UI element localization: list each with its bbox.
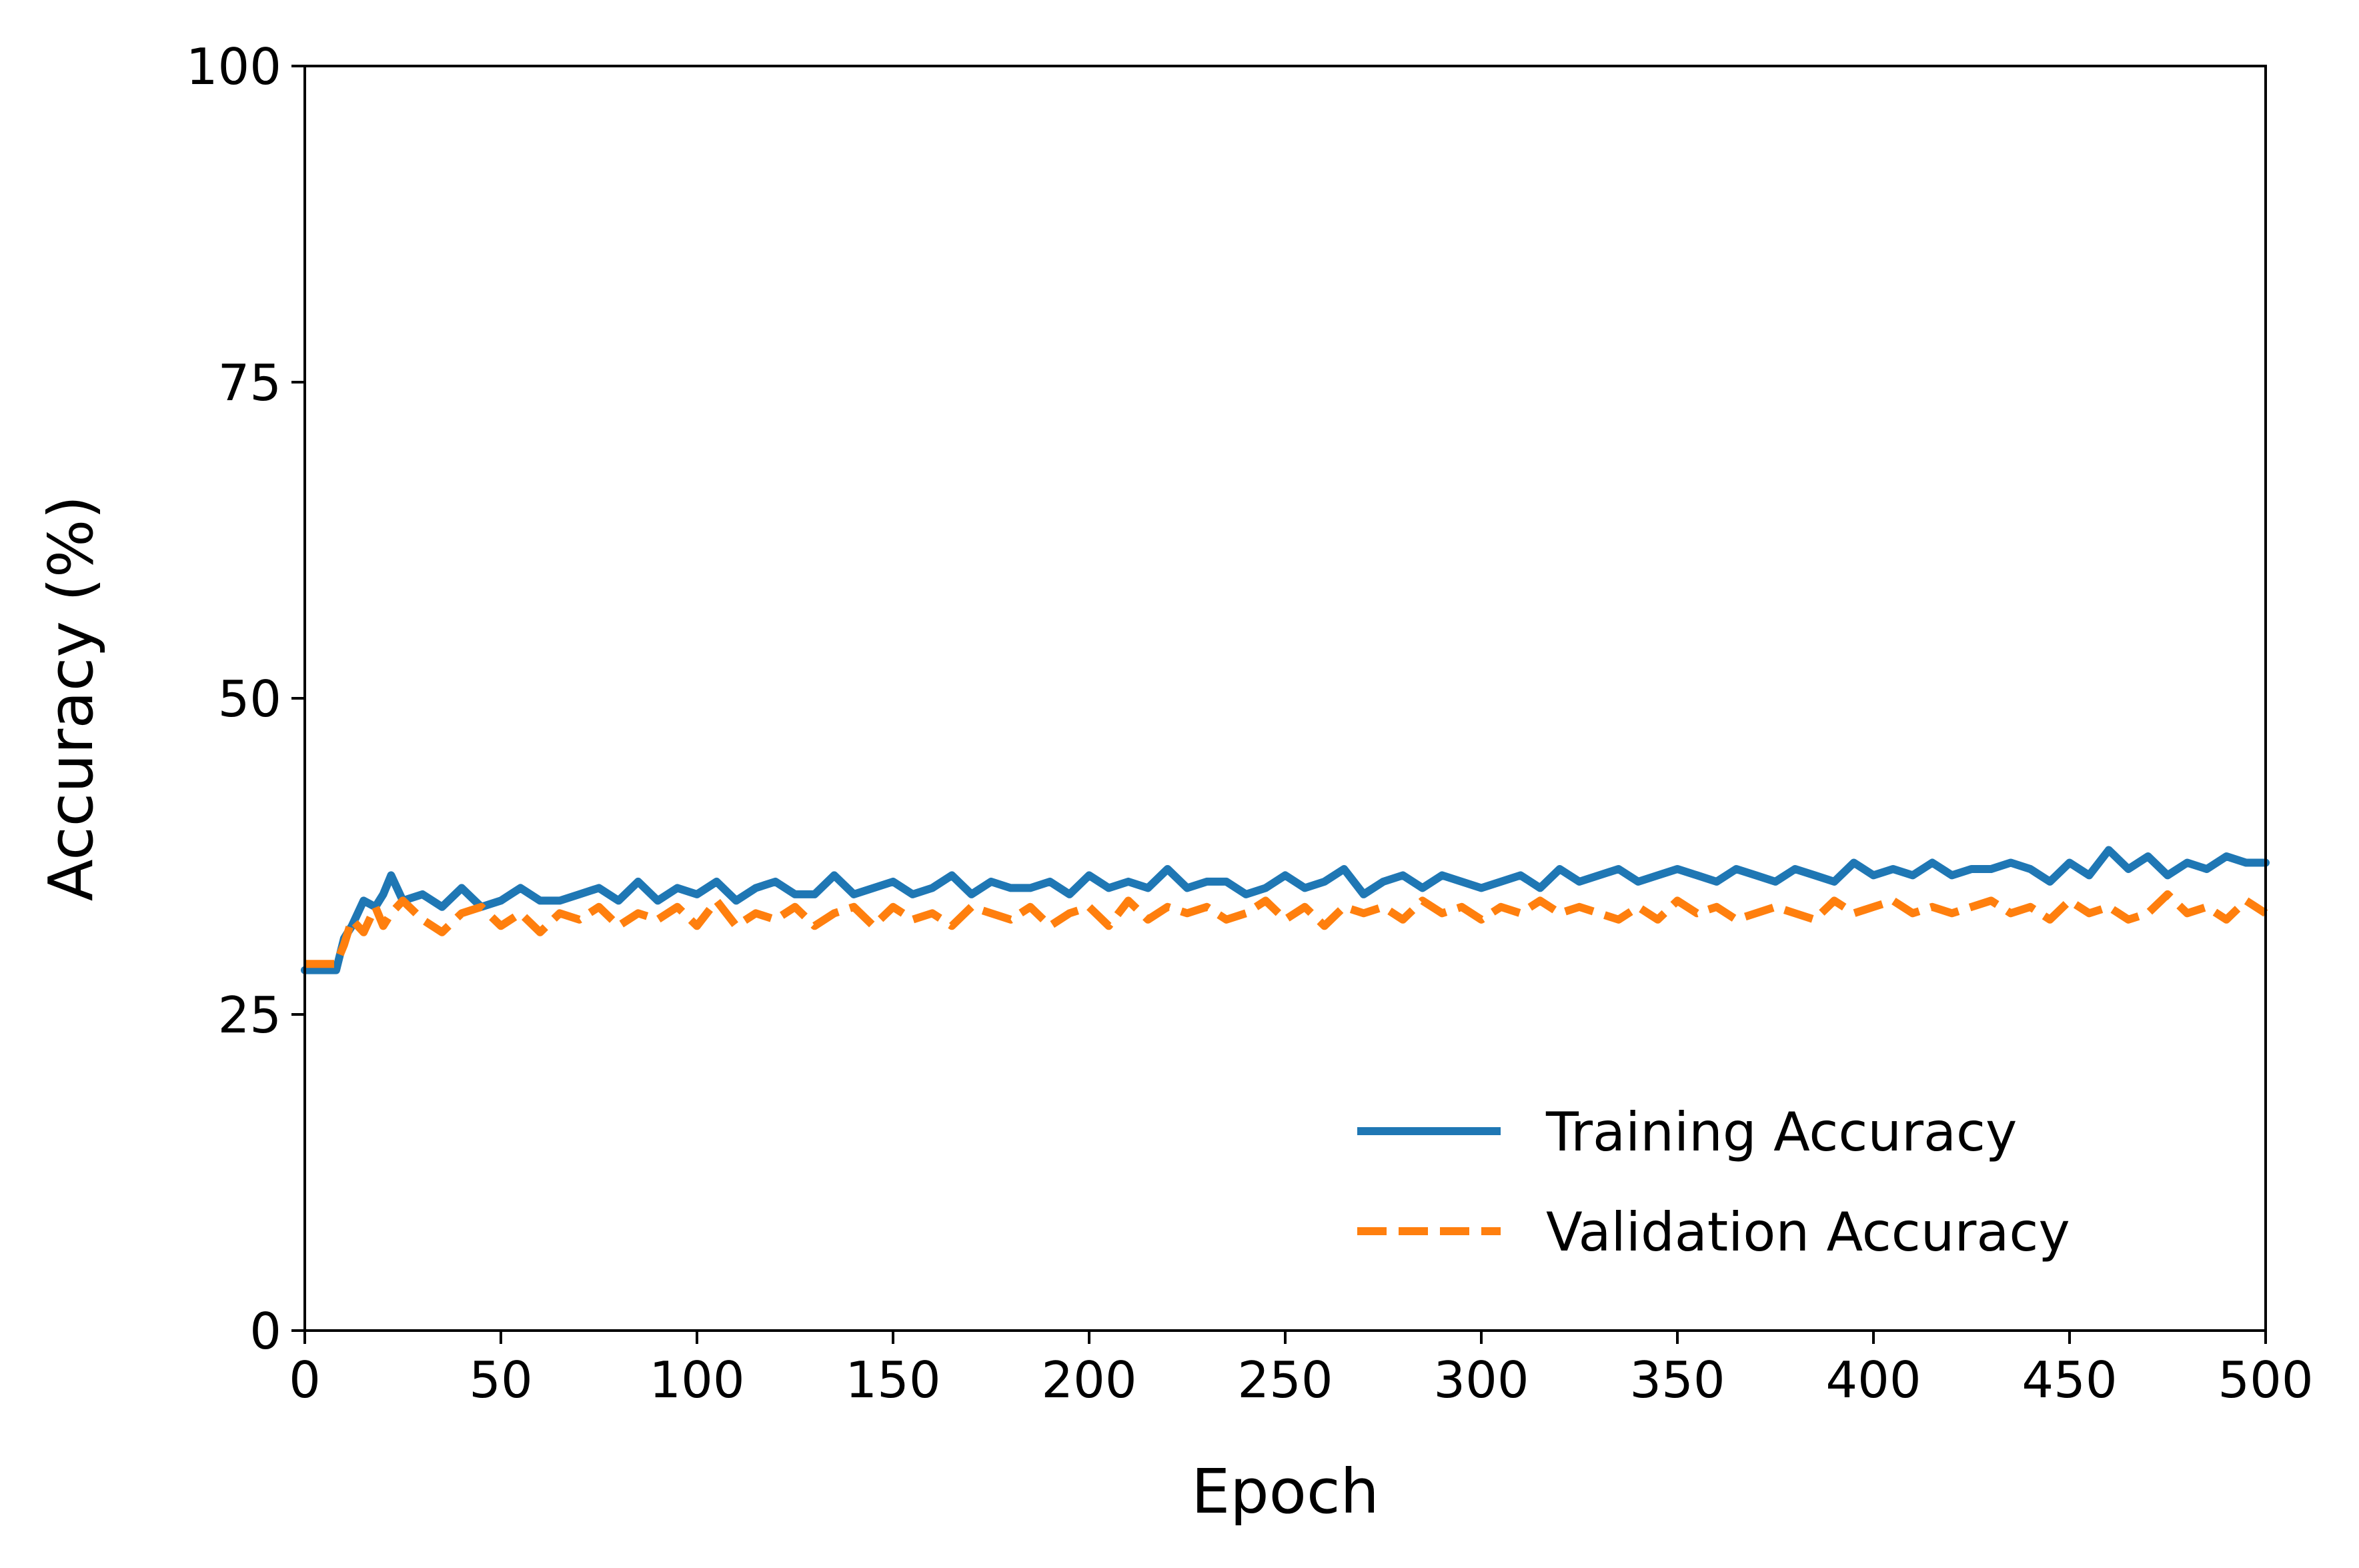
tick-layer: 0 50 100 150 200 250 300 350 400 450 500 0 25 50 75 100 <box>186 37 2314 1409</box>
x-tick-label: 300 <box>1433 1351 1529 1409</box>
x-tick-label: 250 <box>1237 1351 1333 1409</box>
legend: Training Accuracy Validation Accuracy <box>1357 1101 2070 1263</box>
x-tick-label: 0 <box>289 1351 321 1409</box>
x-tick-label: 200 <box>1041 1351 1136 1409</box>
x-tick-label: 150 <box>845 1351 940 1409</box>
y-tick-label: 50 <box>218 670 281 728</box>
series-line-training <box>301 846 2270 974</box>
y-tick-label: 100 <box>186 37 281 96</box>
x-tick-label: 350 <box>1629 1351 1725 1409</box>
x-axis-title: Epoch <box>1191 1456 1379 1527</box>
legend-label-training: Training Accuracy <box>1545 1101 2017 1163</box>
x-tick-label: 450 <box>2022 1351 2117 1409</box>
x-tick-label: 400 <box>1825 1351 1921 1409</box>
y-tick-label: 75 <box>218 353 281 412</box>
series-line-validation <box>305 890 2268 968</box>
x-tick-label: 100 <box>649 1351 744 1409</box>
series-layer <box>301 846 2270 974</box>
y-tick-label: 25 <box>218 986 281 1044</box>
y-axis-title: Accuracy (%) <box>35 496 107 901</box>
x-tick-label: 500 <box>2218 1351 2313 1409</box>
y-tick-label: 0 <box>249 1302 281 1361</box>
legend-label-validation: Validation Accuracy <box>1546 1201 2070 1263</box>
x-tick-label: 50 <box>469 1351 532 1409</box>
